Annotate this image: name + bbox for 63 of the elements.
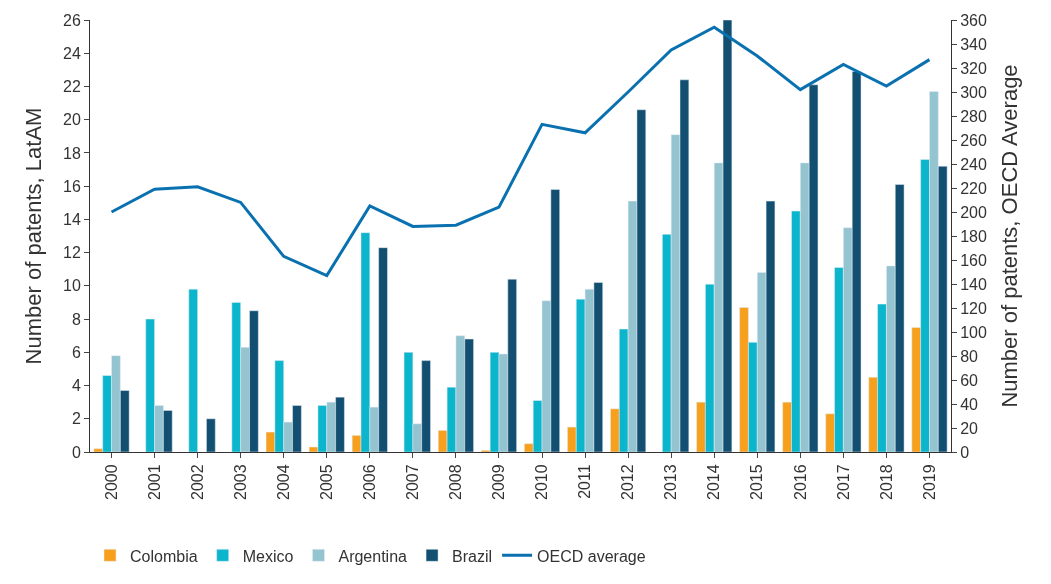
bar <box>206 418 216 452</box>
y-tick-label: 12 <box>63 244 81 262</box>
x-tick-label: 2011 <box>576 464 594 499</box>
y2-tick-label: 0 <box>960 443 970 461</box>
y-tick-label: 4 <box>71 377 81 395</box>
x-tick-label: 2003 <box>231 464 249 500</box>
y-tick-label: 2 <box>71 410 81 428</box>
x-tick-label: 2019 <box>920 464 938 500</box>
y2-tick-label: 120 <box>960 299 987 317</box>
x-tick-label: 2009 <box>490 464 508 500</box>
line-series <box>110 25 931 278</box>
legend-label: OECD average <box>537 547 646 565</box>
legend-label: Brazil <box>452 547 493 565</box>
y2-tick-label: 80 <box>960 347 979 365</box>
y-axis-title: Number of patents, LatAM <box>20 107 46 365</box>
y2-tick-label: 340 <box>960 35 987 53</box>
y2-tick-label: 40 <box>960 395 979 413</box>
y-tick-label: 16 <box>63 177 81 195</box>
x-tick-label: 2000 <box>102 464 120 500</box>
legend-label: Mexico <box>242 547 294 565</box>
x-tick-label: 2002 <box>188 464 206 500</box>
x-tick-label: 2010 <box>533 464 551 500</box>
y2-tick-label: 280 <box>960 107 987 125</box>
x-tick-label: 2017 <box>834 464 852 500</box>
y2-tick-label: 160 <box>960 251 987 269</box>
y2-tick-label: 20 <box>960 419 979 437</box>
x-tick-label: 2001 <box>145 464 163 500</box>
x-tick-label: 2007 <box>404 464 422 500</box>
y-tick-label: 24 <box>63 44 81 62</box>
y-tick-label: 6 <box>71 343 81 361</box>
y-tick-label: 8 <box>71 310 81 328</box>
legend-label: Argentina <box>338 547 408 565</box>
x-tick-label: 2004 <box>274 464 292 500</box>
x-tick-label: 2012 <box>619 464 637 500</box>
y2-tick-label: 320 <box>960 59 987 77</box>
y-tick-label: 10 <box>63 277 81 295</box>
y-tick-label: 0 <box>71 443 81 461</box>
y-tick-label: 14 <box>63 210 81 228</box>
x-tick-label: 2005 <box>317 464 335 500</box>
y2-tick-label: 200 <box>960 203 987 221</box>
y2-tick-label: 180 <box>960 227 987 245</box>
legend-label: Colombia <box>130 547 198 565</box>
x-tick-label: 2008 <box>447 464 465 500</box>
x-tick-label: 2013 <box>662 464 680 500</box>
bar <box>188 288 198 452</box>
y-tick-label: 18 <box>63 144 81 162</box>
y2-tick-label: 100 <box>960 323 987 341</box>
y-tick-label: 22 <box>63 78 81 96</box>
y2-tick-label: 300 <box>960 83 987 101</box>
x-tick-label: 2016 <box>791 464 809 500</box>
y2-tick-label: 220 <box>960 179 987 197</box>
x-tick-label: 2015 <box>748 464 766 500</box>
y2-tick-label: 260 <box>960 131 987 149</box>
x-tick-label: 2006 <box>361 464 379 500</box>
y2-tick-label: 140 <box>960 275 987 293</box>
y2-tick-label: 60 <box>960 371 979 389</box>
y-tick-label: 26 <box>63 11 81 29</box>
y2-tick-label: 360 <box>960 11 987 29</box>
x-tick-label: 2018 <box>877 464 895 500</box>
x-tick-label: 2014 <box>705 464 723 500</box>
y2-tick-label: 240 <box>960 155 987 173</box>
y-tick-label: 20 <box>63 111 81 129</box>
y2-axis-title: Number of patents, OECD Average <box>996 64 1022 408</box>
